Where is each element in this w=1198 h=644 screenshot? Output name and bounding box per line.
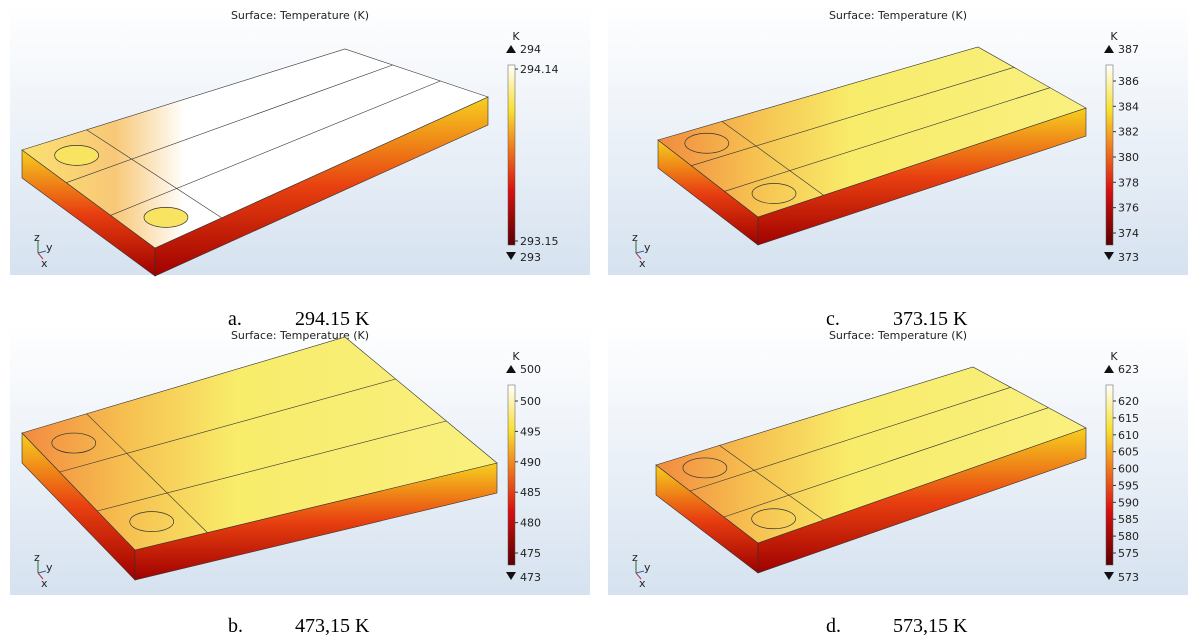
colorbar	[508, 65, 515, 245]
unit-label: K	[512, 30, 520, 43]
max-value: 294	[520, 43, 541, 56]
unit-label: K	[1110, 350, 1118, 363]
min-value: 473	[520, 571, 541, 584]
axis-label: z	[632, 231, 638, 244]
colorbar-tick-label: 480	[520, 517, 541, 530]
colorbar-tick-label: 595	[1118, 479, 1139, 492]
caption-text: 473,15 K	[295, 615, 370, 637]
unit-label: K	[512, 350, 520, 363]
colorbar-tick-label: 293.15	[520, 235, 559, 248]
max-value: 387	[1118, 43, 1139, 56]
colorbar-tick-label: 605	[1118, 446, 1139, 459]
panel: Surface: Temperature (K)K500473500495490…	[10, 325, 590, 595]
colorbar-tick-label: 376	[1118, 202, 1139, 215]
colorbar-tick-label: 380	[1118, 151, 1139, 164]
hole	[55, 145, 99, 165]
caption-label: b.	[228, 615, 243, 637]
axis-label: y	[644, 241, 651, 254]
plot-title: Surface: Temperature (K)	[829, 329, 967, 342]
colorbar-tick-label: 490	[520, 456, 541, 469]
colorbar-tick-label: 610	[1118, 429, 1139, 442]
colorbar-tick-label: 500	[520, 395, 541, 408]
colorbar-tick-label: 620	[1118, 395, 1139, 408]
colorbar-tick-label: 378	[1118, 176, 1139, 189]
figure: Surface: Temperature (K)K294293294.14293…	[0, 0, 1198, 644]
colorbar-tick-label: 374	[1118, 227, 1139, 240]
colorbar-tick-label: 485	[520, 486, 541, 499]
colorbar-tick-label: 386	[1118, 75, 1139, 88]
axis-label: y	[644, 561, 651, 574]
axis-label: x	[41, 257, 48, 270]
min-value: 293	[520, 251, 541, 264]
axis-label: z	[632, 551, 638, 564]
colorbar	[508, 385, 515, 565]
colorbar-tick-label: 495	[520, 425, 541, 438]
colorbar-tick-label: 615	[1118, 412, 1139, 425]
colorbar-tick-label: 580	[1118, 530, 1139, 543]
colorbar-tick-label: 384	[1118, 100, 1139, 113]
colorbar-tick-label: 575	[1118, 547, 1139, 560]
colorbar-tick-label: 382	[1118, 126, 1139, 139]
caption-label: d.	[826, 615, 841, 637]
axis-label: x	[41, 577, 48, 590]
axis-label: x	[639, 257, 646, 270]
axis-label: y	[46, 241, 53, 254]
axis-label: z	[34, 231, 40, 244]
plot-title: Surface: Temperature (K)	[829, 9, 967, 22]
colorbar-tick-label: 294.14	[520, 63, 559, 76]
colorbar-tick-label: 600	[1118, 463, 1139, 476]
axis-label: z	[34, 551, 40, 564]
colorbar-tick-label: 590	[1118, 496, 1139, 509]
unit-label: K	[1110, 30, 1118, 43]
caption-text: 573,15 K	[893, 615, 968, 637]
colorbar	[1106, 65, 1113, 245]
colorbar	[1106, 385, 1113, 565]
max-value: 500	[520, 363, 541, 376]
axis-label: x	[639, 577, 646, 590]
min-value: 373	[1118, 251, 1139, 264]
hole	[144, 207, 188, 227]
colorbar-tick-label: 585	[1118, 513, 1139, 526]
plot-title: Surface: Temperature (K)	[231, 9, 369, 22]
colorbar-tick-label: 475	[520, 547, 541, 560]
max-value: 623	[1118, 363, 1139, 376]
axis-label: y	[46, 561, 53, 574]
min-value: 573	[1118, 571, 1139, 584]
